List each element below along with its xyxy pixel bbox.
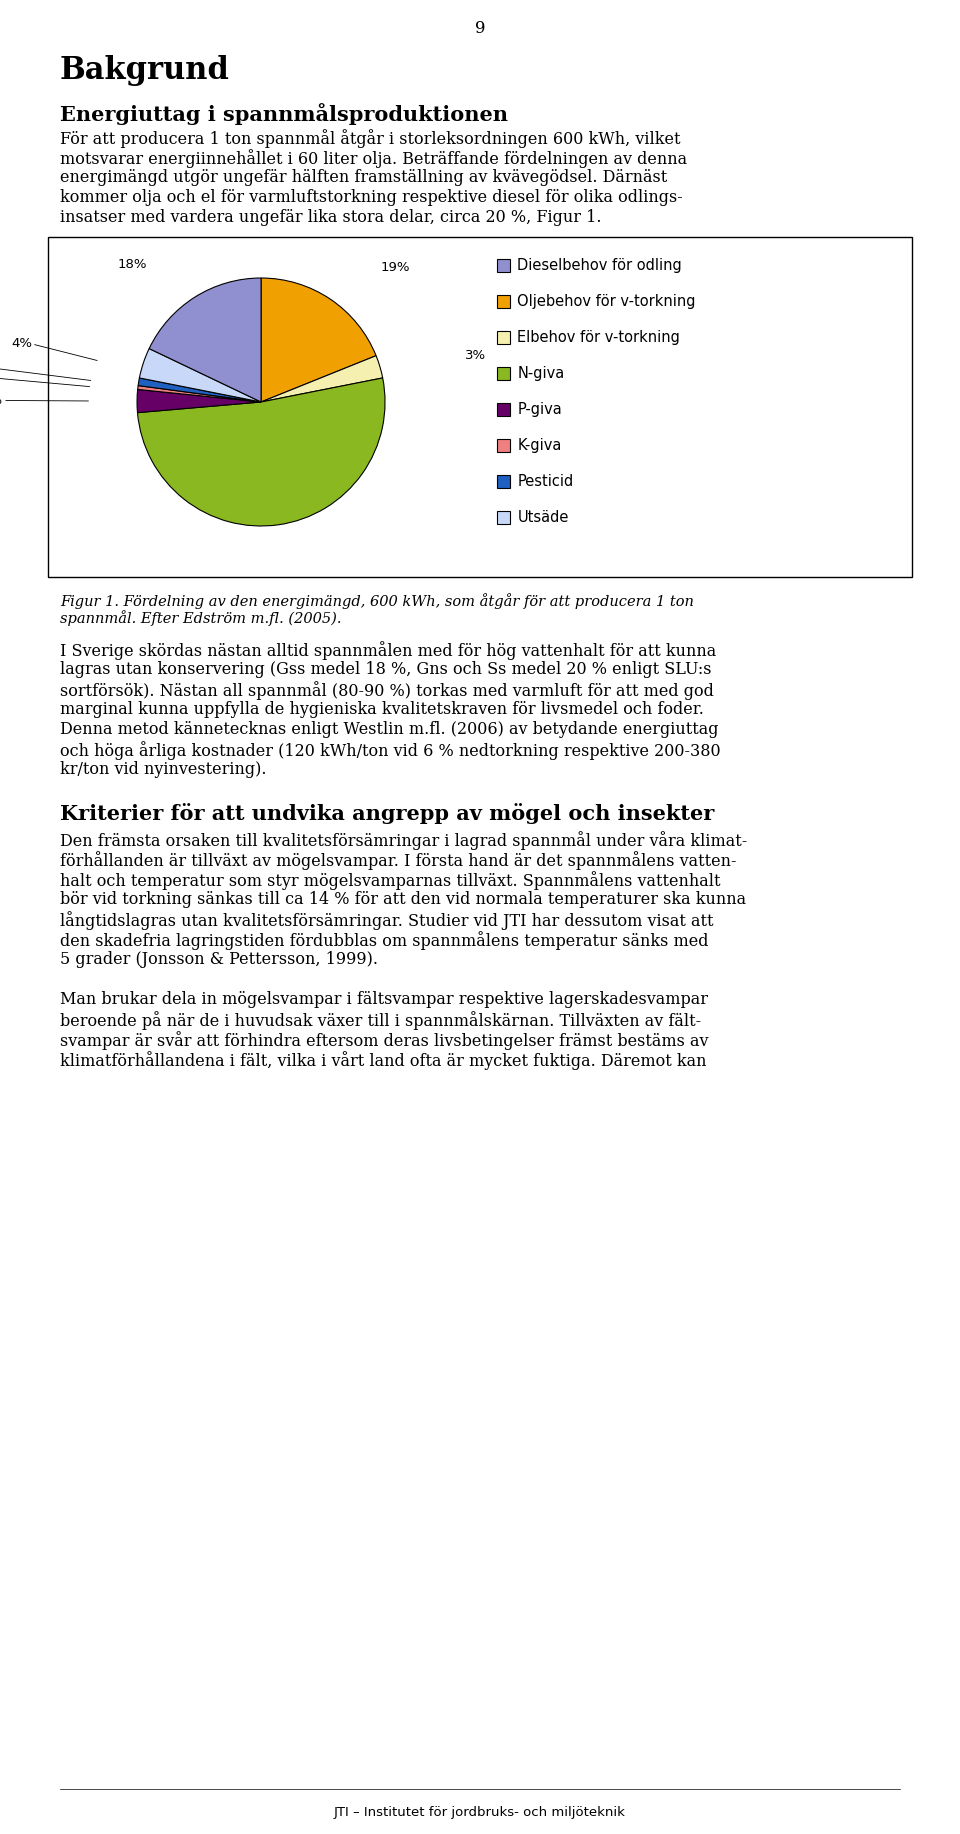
Text: Bakgrund: Bakgrund (60, 55, 229, 86)
Bar (497, 438, 511, 451)
Bar (497, 512, 511, 525)
Text: Figur 1. Fördelning av den energimängd, 600 kWh, som åtgår för att producera 1 t: Figur 1. Fördelning av den energimängd, … (60, 592, 694, 609)
Wedge shape (137, 378, 385, 526)
Text: 9: 9 (475, 20, 485, 37)
Text: Denna metod kännetecknas enligt Westlin m.fl. (2006) av betydande energiuttag: Denna metod kännetecknas enligt Westlin … (60, 721, 718, 737)
Bar (497, 330, 511, 345)
Text: Kriterier för att undvika angrepp av mögel och insekter: Kriterier för att undvika angrepp av mög… (60, 803, 714, 823)
Wedge shape (261, 356, 383, 402)
Text: svampar är svår att förhindra eftersom deras livsbetingelser främst bestäms av: svampar är svår att förhindra eftersom d… (60, 1031, 708, 1049)
Text: 19%: 19% (380, 260, 410, 273)
Text: 52%: 52% (261, 477, 291, 490)
Text: klimatförhållandena i fält, vilka i vårt land ofta är mycket fuktiga. Däremot ka: klimatförhållandena i fält, vilka i vårt… (60, 1051, 707, 1069)
Text: Man brukar dela in mögelsvampar i fältsvampar respektive lagerskadesvampar: Man brukar dela in mögelsvampar i fältsv… (60, 990, 708, 1009)
Text: spannmål. Efter Edström m.fl. (2005).: spannmål. Efter Edström m.fl. (2005). (60, 611, 342, 625)
Text: och höga årliga kostnader (120 kWh/ton vid 6 % nedtorkning respektive 200-380: och höga årliga kostnader (120 kWh/ton v… (60, 741, 721, 759)
Text: N-giva: N-giva (517, 367, 564, 381)
Text: sortförsök). Nästan all spannmål (80-90 %) torkas med varmluft för att med god: sortförsök). Nästan all spannmål (80-90 … (60, 680, 714, 701)
Wedge shape (137, 389, 261, 413)
Text: motsvarar energiinnehållet i 60 liter olja. Beträffande fördelningen av denna: motsvarar energiinnehållet i 60 liter ol… (60, 149, 687, 169)
Bar (497, 367, 511, 380)
Bar (497, 295, 511, 308)
Bar (497, 475, 511, 488)
Text: 4%: 4% (11, 337, 32, 350)
Text: 3%: 3% (466, 348, 487, 361)
Text: marginal kunna uppfylla de hygieniska kvalitetskraven för livsmedel och foder.: marginal kunna uppfylla de hygieniska kv… (60, 701, 704, 717)
Text: insatser med vardera ungefär lika stora delar, circa 20 %, Figur 1.: insatser med vardera ungefär lika stora … (60, 209, 602, 226)
Bar (497, 259, 511, 271)
Wedge shape (261, 279, 376, 402)
Text: beroende på när de i huvudsak växer till i spannmålskärnan. Tillväxten av fält-: beroende på när de i huvudsak växer till… (60, 1011, 701, 1031)
Text: Dieselbehov för odling: Dieselbehov för odling (517, 259, 682, 273)
Wedge shape (149, 279, 261, 402)
Text: den skadefria lagringstiden fördubblas om spannmålens temperatur sänks med: den skadefria lagringstiden fördubblas o… (60, 932, 708, 950)
Text: energimängd utgör ungefär hälften framställning av kvävegödsel. Därnäst: energimängd utgör ungefär hälften framst… (60, 169, 667, 185)
Text: halt och temperatur som styr mögelsvamparnas tillväxt. Spannmålens vattenhalt: halt och temperatur som styr mögelsvampa… (60, 871, 721, 889)
Text: Elbehov för v-torkning: Elbehov för v-torkning (517, 330, 680, 345)
Text: P-giva: P-giva (517, 402, 562, 416)
Text: kommer olja och el för varmluftstorkning respektive diesel för olika odlings-: kommer olja och el för varmluftstorkning… (60, 189, 683, 205)
Text: Pesticid: Pesticid (517, 473, 573, 490)
Text: långtidslagras utan kvalitetsförsämringar. Studier vid JTI har dessutom visat at: långtidslagras utan kvalitetsförsämringa… (60, 911, 713, 930)
Text: 3%: 3% (0, 394, 3, 407)
Wedge shape (139, 348, 261, 402)
Text: lagras utan konservering (Gss medel 18 %, Gns och Ss medel 20 % enligt SLU:s: lagras utan konservering (Gss medel 18 %… (60, 660, 711, 679)
Text: 18%: 18% (118, 259, 147, 271)
Text: För att producera 1 ton spannmål åtgår i storleksordningen 600 kWh, vilket: För att producera 1 ton spannmål åtgår i… (60, 128, 681, 149)
Text: Den främsta orsaken till kvalitetsförsämringar i lagrad spannmål under våra klim: Den främsta orsaken till kvalitetsförsäm… (60, 831, 747, 849)
Bar (497, 403, 511, 416)
Text: Oljebehov för v-torkning: Oljebehov för v-torkning (517, 293, 696, 308)
Text: bör vid torkning sänkas till ca 14 % för att den vid normala temperaturer ska ku: bör vid torkning sänkas till ca 14 % för… (60, 891, 746, 908)
Text: förhållanden är tillväxt av mögelsvampar. I första hand är det spannmålens vatte: förhållanden är tillväxt av mögelsvampar… (60, 851, 736, 869)
Text: 5 grader (Jonsson & Pettersson, 1999).: 5 grader (Jonsson & Pettersson, 1999). (60, 952, 378, 968)
Wedge shape (137, 385, 261, 402)
Text: JTI – Institutet för jordbruks- och miljöteknik: JTI – Institutet för jordbruks- och milj… (334, 1806, 626, 1819)
Text: Utsäde: Utsäde (517, 510, 568, 525)
Text: K-giva: K-giva (517, 438, 562, 453)
Text: Energiuttag i spannmålsproduktionen: Energiuttag i spannmålsproduktionen (60, 103, 508, 125)
Wedge shape (138, 378, 261, 402)
Text: I Sverige skördas nästan alltid spannmålen med för hög vattenhalt för att kunna: I Sverige skördas nästan alltid spannmål… (60, 642, 716, 660)
Bar (48, 237, 912, 578)
Text: kr/ton vid nyinvestering).: kr/ton vid nyinvestering). (60, 761, 267, 778)
